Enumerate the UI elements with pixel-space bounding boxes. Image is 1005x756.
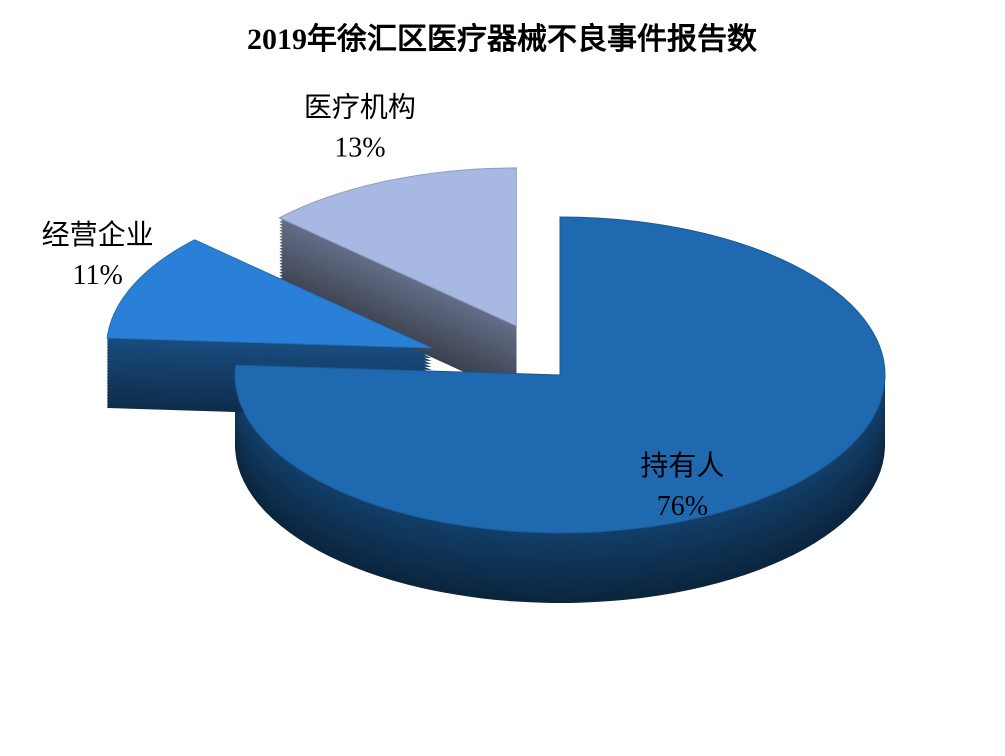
value-label: 76% — [657, 491, 708, 522]
slice — [106, 239, 432, 349]
slice-label: 经营企业 — [42, 219, 154, 251]
slice — [278, 167, 517, 327]
value-label: 13% — [334, 133, 385, 164]
value-label: 11% — [73, 260, 123, 291]
slice-label: 医疗机构 — [304, 92, 416, 124]
chart-title: 2019年徐汇区医疗器械不良事件报告数 — [247, 22, 758, 56]
tops — [106, 167, 886, 534]
labels: 持有人 76% 经营企业 11% 医疗机构 13% — [42, 92, 725, 522]
slice-label: 持有人 — [640, 450, 724, 482]
slice — [234, 216, 886, 534]
